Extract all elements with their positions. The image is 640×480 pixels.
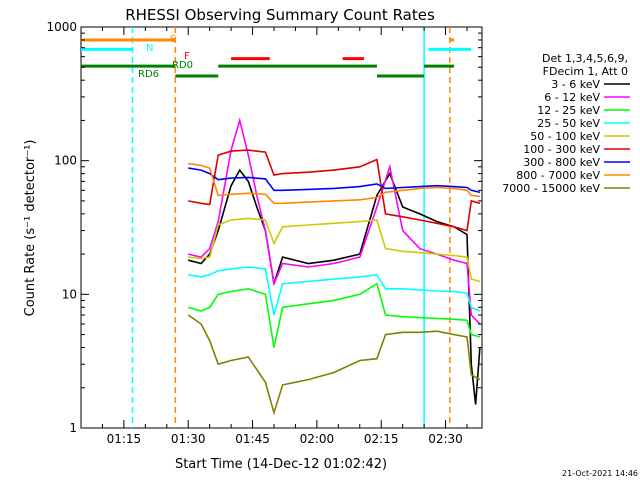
legend-label: 50 - 100 keV — [530, 130, 600, 143]
series-line — [188, 117, 481, 325]
x-tick-label: 02:00 — [300, 432, 335, 446]
y-tick-label: 1000 — [46, 20, 77, 34]
x-axis-label: Start Time (14-Dec-12 01:02:42) — [175, 457, 387, 472]
legend-label: 800 - 7000 keV — [516, 169, 600, 182]
legend-label: 6 - 12 keV — [544, 91, 600, 104]
state-bar-label: RD0 — [172, 60, 193, 71]
y-axis-label: Count Rate (s⁻¹ detector⁻¹) — [23, 140, 38, 317]
plot-frame — [80, 26, 483, 429]
legend-label: 7000 - 15000 keV — [502, 182, 600, 195]
legend-label: 100 - 300 keV — [523, 143, 600, 156]
legend-label: 3 - 6 keV — [551, 78, 600, 91]
chart-title: RHESSI Observing Summary Count Rates — [125, 6, 435, 24]
state-bar-label: RD6 — [138, 69, 159, 80]
axis-layer: 01:15 01:30 01:45 02:00 02:15 02:30 1 10 100 1000 — [46, 20, 482, 446]
state-bar-label: N — [146, 43, 153, 54]
series-line — [188, 162, 480, 205]
series-line — [188, 217, 481, 283]
x-tick-label: 02:30 — [428, 432, 463, 446]
series-line — [188, 149, 481, 232]
legend-label: 12 - 25 keV — [537, 104, 600, 117]
state-bar-label: S — [170, 34, 176, 45]
series-line — [187, 282, 481, 348]
x-tick-label: 01:30 — [171, 432, 206, 446]
series-line — [188, 266, 481, 316]
y-tick-label: 10 — [62, 287, 77, 301]
y-tick-label: 100 — [54, 154, 77, 168]
series-line — [188, 167, 481, 194]
legend-header: Det 1,3,4,5,6,9, — [542, 52, 628, 65]
legend-header: FDecim 1, Att 0 — [543, 65, 628, 78]
legend-label: 25 - 50 keV — [537, 117, 600, 130]
state-bar-label: F — [184, 51, 190, 62]
x-tick-label: 01:45 — [235, 432, 270, 446]
y-tick-label: 1 — [69, 421, 77, 435]
series-line — [188, 168, 481, 405]
legend: Det 1,3,4,5,6,9,FDecim 1, Att 03 - 6 keV… — [502, 52, 630, 195]
footer-timestamp: 21-Oct-2021 14:46 — [562, 469, 638, 478]
x-tick-label: 01:15 — [107, 432, 142, 446]
legend-label: 300 - 800 keV — [523, 156, 600, 169]
series-line — [187, 314, 481, 416]
x-tick-label: 02:15 — [364, 432, 399, 446]
